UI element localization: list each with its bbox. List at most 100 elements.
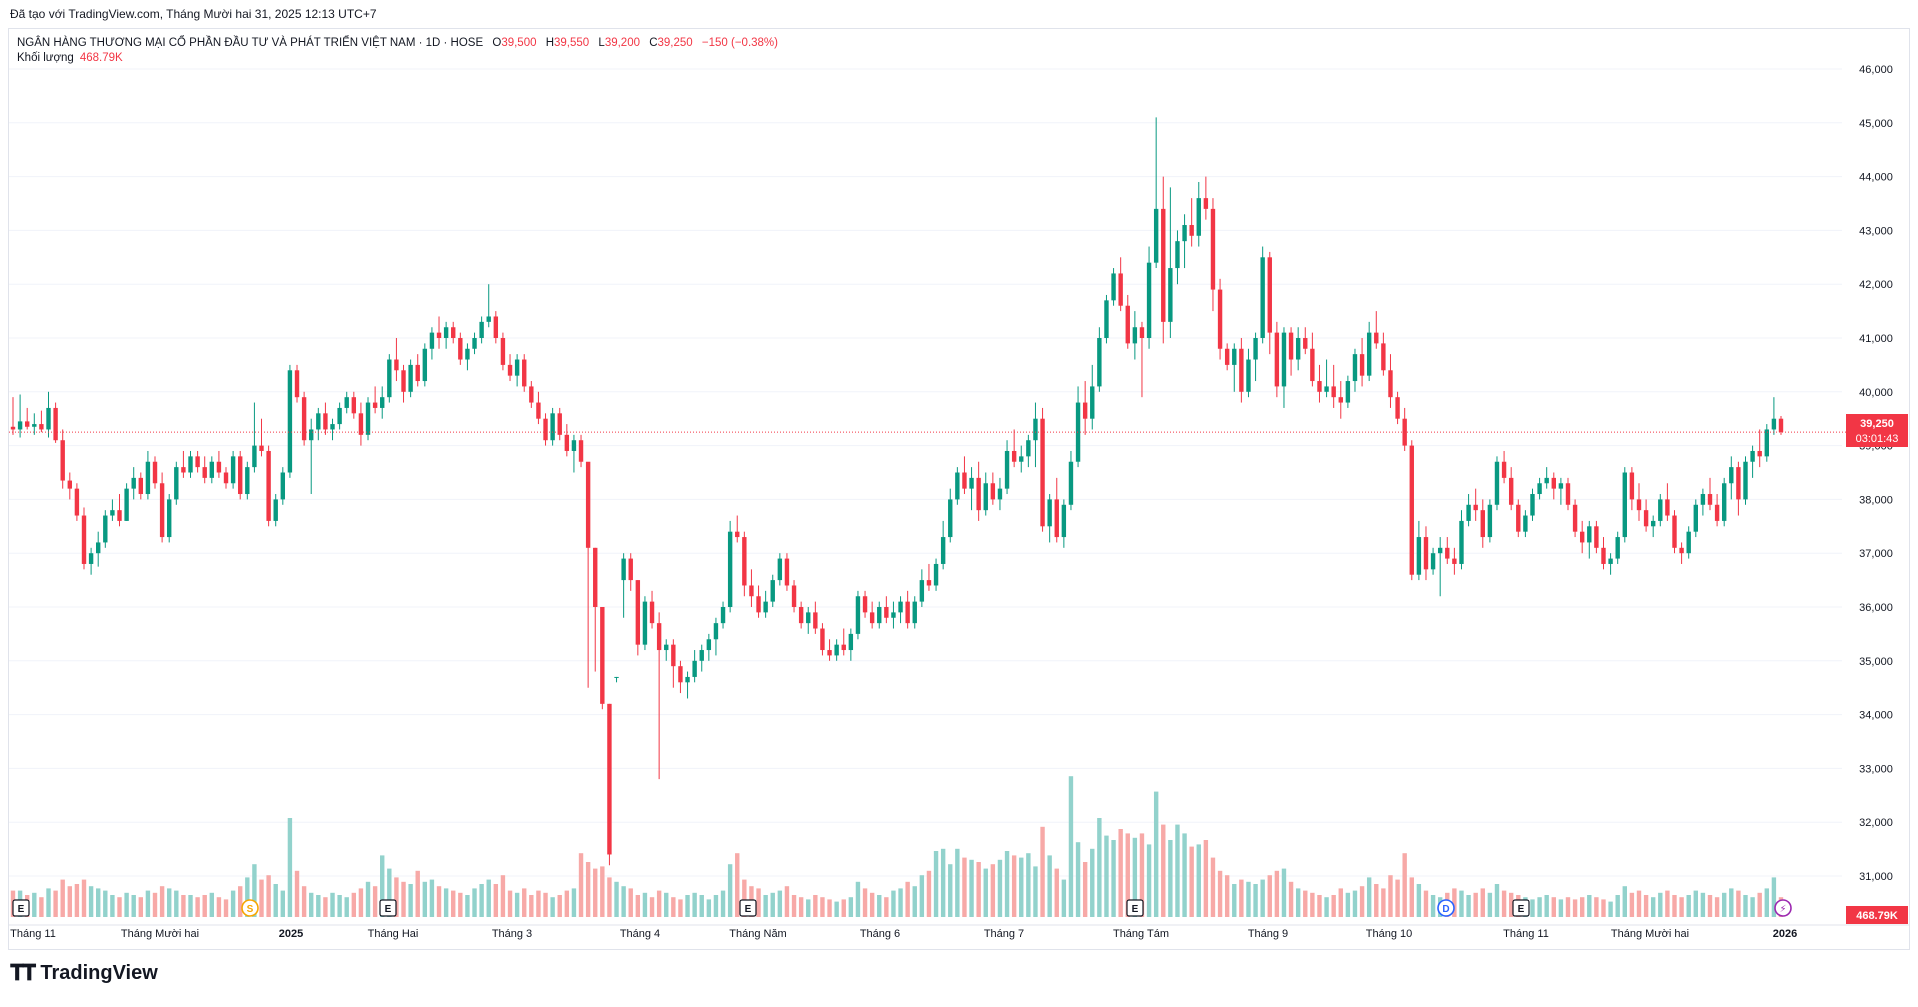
candle[interactable] [74, 483, 80, 521]
candle[interactable] [309, 418, 314, 495]
candle[interactable] [301, 391, 307, 446]
candle[interactable] [1061, 499, 1067, 548]
candle[interactable] [1104, 294, 1109, 344]
candle[interactable] [245, 461, 250, 500]
candle[interactable] [110, 499, 115, 521]
candle[interactable] [1501, 450, 1507, 484]
candle[interactable] [422, 343, 428, 387]
candle[interactable] [1729, 456, 1734, 500]
candle[interactable] [1026, 434, 1031, 468]
candle[interactable] [983, 472, 988, 516]
candle[interactable] [1146, 246, 1152, 349]
candle[interactable] [1487, 499, 1493, 543]
candle[interactable] [1011, 429, 1017, 468]
candle[interactable] [1750, 445, 1755, 478]
event-marker-F[interactable]: ⚡ [1774, 899, 1792, 917]
candle[interactable] [159, 472, 165, 543]
candle[interactable] [479, 316, 484, 344]
candle[interactable] [344, 391, 349, 414]
candle[interactable] [685, 671, 690, 699]
event-marker-S[interactable]: S [241, 899, 259, 917]
candle[interactable] [798, 601, 804, 629]
candle[interactable] [1310, 332, 1315, 387]
candle[interactable] [443, 321, 449, 349]
candle[interactable] [1175, 230, 1180, 285]
candle[interactable] [1047, 494, 1052, 543]
candle[interactable] [1466, 494, 1471, 527]
candle[interactable] [323, 402, 328, 435]
candle[interactable] [564, 424, 570, 457]
candle[interactable] [536, 391, 541, 425]
candle[interactable] [380, 386, 385, 419]
candle[interactable] [834, 639, 839, 661]
candle[interactable] [39, 410, 44, 433]
candle[interactable] [17, 394, 23, 438]
candle[interactable] [1430, 547, 1436, 575]
candle[interactable] [1423, 526, 1429, 581]
candle[interactable] [1203, 176, 1209, 220]
candle[interactable] [1374, 311, 1379, 349]
candle[interactable] [1359, 338, 1365, 387]
candle[interactable] [976, 461, 981, 521]
candle[interactable] [919, 569, 925, 607]
candle[interactable] [1196, 181, 1201, 247]
candle[interactable] [67, 472, 73, 500]
candle[interactable] [32, 413, 37, 435]
candle[interactable] [791, 580, 797, 613]
candle[interactable] [365, 397, 371, 441]
candle[interactable] [1388, 354, 1393, 408]
candle[interactable] [294, 364, 300, 403]
candle[interactable] [1658, 494, 1663, 527]
candle[interactable] [88, 547, 94, 575]
candle[interactable] [145, 450, 151, 500]
candle[interactable] [898, 596, 903, 624]
candle[interactable] [1622, 467, 1627, 543]
candle[interactable] [1764, 424, 1770, 462]
candle[interactable] [230, 450, 236, 489]
candle[interactable] [202, 456, 207, 484]
candle[interactable] [500, 332, 506, 371]
candle[interactable] [642, 596, 648, 651]
candle[interactable] [188, 450, 193, 478]
candle[interactable] [862, 590, 868, 618]
candle[interactable] [664, 639, 669, 661]
candle[interactable] [1601, 537, 1606, 570]
candle[interactable] [1452, 547, 1457, 575]
candle[interactable] [1608, 553, 1613, 575]
candle[interactable] [1686, 526, 1691, 559]
candle[interactable] [692, 650, 697, 683]
candle[interactable] [152, 456, 158, 489]
candle[interactable] [877, 601, 882, 629]
candle[interactable] [1281, 327, 1287, 408]
candle[interactable] [372, 386, 378, 414]
tradingview-brand[interactable]: 𝐓𝐓 TradingView [10, 960, 158, 986]
candle[interactable] [1778, 416, 1784, 435]
candle[interactable] [1054, 477, 1059, 543]
candle[interactable] [884, 596, 889, 624]
candle[interactable] [614, 676, 619, 683]
candle[interactable] [720, 601, 726, 629]
candle[interactable] [621, 553, 626, 618]
event-marker-E[interactable]: E [739, 899, 757, 917]
candle[interactable] [1395, 391, 1400, 425]
candle[interactable] [969, 467, 974, 511]
candle[interactable] [387, 354, 392, 403]
candle[interactable] [1168, 187, 1173, 338]
candle[interactable] [1579, 520, 1585, 554]
candle[interactable] [1182, 214, 1187, 269]
candle[interactable] [678, 660, 683, 694]
candle[interactable] [1381, 332, 1386, 376]
candle[interactable] [451, 321, 456, 344]
candle[interactable] [1629, 467, 1635, 511]
candle[interactable] [351, 391, 357, 419]
candle[interactable] [1345, 375, 1351, 408]
candle[interactable] [1594, 520, 1599, 554]
candle[interactable] [1210, 198, 1216, 312]
candle[interactable] [1111, 268, 1116, 306]
candle[interactable] [820, 623, 825, 656]
candle[interactable] [174, 461, 179, 505]
candle[interactable] [926, 563, 932, 591]
candle[interactable] [1679, 542, 1684, 564]
candle[interactable] [1643, 499, 1649, 532]
candle[interactable] [131, 467, 136, 500]
